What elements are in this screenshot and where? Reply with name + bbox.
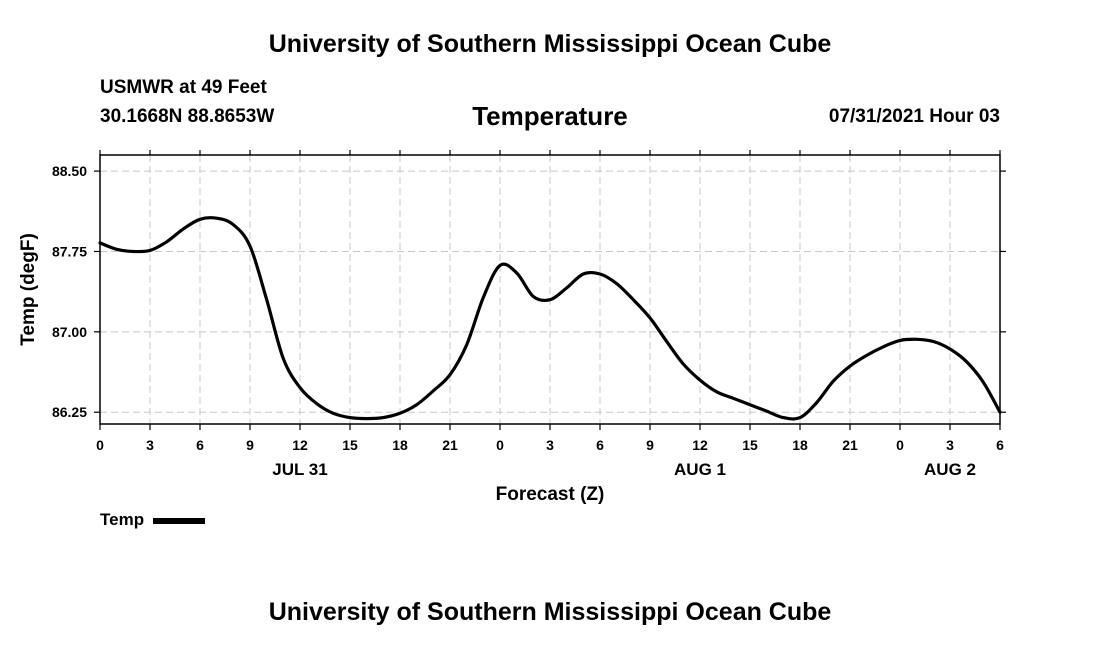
legend-swatch [153, 518, 206, 524]
x-tick-label: 18 [392, 437, 408, 453]
x-tick-label: 3 [946, 437, 954, 453]
date-label: AUG 1 [674, 460, 726, 479]
x-tick-label: 6 [596, 437, 604, 453]
x-tick-label: 6 [196, 437, 204, 453]
y-tick-label: 88.50 [52, 163, 87, 179]
legend: Temp [100, 510, 206, 530]
x-tick-label: 6 [996, 437, 1004, 453]
date-label: AUG 2 [924, 460, 976, 479]
x-tick-label: 3 [146, 437, 154, 453]
x-tick-label: 21 [842, 437, 858, 453]
y-axis-title: Temp (degF) [18, 233, 39, 346]
footer-title: University of Southern Mississippi Ocean… [268, 598, 832, 626]
x-tick-label: 0 [96, 437, 104, 453]
x-tick-label: 0 [896, 437, 904, 453]
x-tick-label: 9 [646, 437, 654, 453]
x-axis-title: Forecast (Z) [496, 484, 605, 505]
page-title: University of Southern Mississippi Ocean… [268, 30, 832, 58]
x-tick-label: 18 [792, 437, 808, 453]
y-tick-label: 87.75 [52, 243, 87, 259]
station-name: USMWR at 49 Feet [100, 77, 267, 98]
x-tick-label: 12 [692, 437, 708, 453]
x-tick-label: 9 [246, 437, 254, 453]
chart-title: Temperature [472, 101, 628, 131]
x-tick-label: 15 [742, 437, 758, 453]
station-coordinates: 30.1668N 88.8653W [100, 106, 275, 127]
x-tick-label: 0 [496, 437, 504, 453]
x-tick-label: 12 [292, 437, 308, 453]
x-tick-label: 3 [546, 437, 554, 453]
temp-series-line [98, 216, 1002, 421]
y-tick-label: 86.25 [52, 404, 87, 420]
y-tick-label: 87.00 [52, 324, 87, 340]
x-tick-label: 15 [342, 437, 358, 453]
forecast-datetime: 07/31/2021 Hour 03 [828, 106, 1000, 127]
date-label: JUL 31 [272, 460, 327, 479]
legend-label: Temp [100, 510, 145, 529]
x-tick-label: 21 [442, 437, 458, 453]
